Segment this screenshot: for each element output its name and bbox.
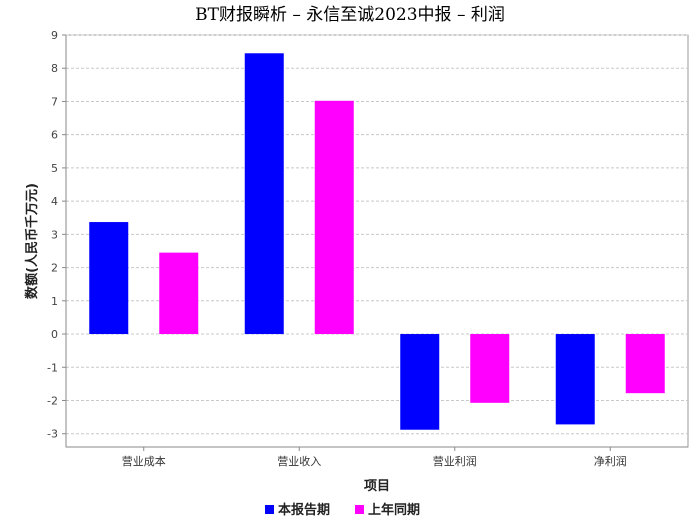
legend-label: 本报告期 (278, 502, 330, 518)
bar-prior-0 (159, 252, 199, 335)
bar-current-0 (89, 222, 129, 335)
legend: 本报告期 上年同期 (265, 502, 420, 518)
bars (89, 53, 665, 430)
x-tick-label: 净利润 (594, 454, 627, 468)
bar-current-3 (555, 334, 595, 425)
y-tick-label: 0 (51, 328, 58, 341)
y-tick-label: 5 (51, 162, 58, 175)
x-axis-label: 项目 (364, 479, 390, 494)
y-tick-label: 4 (51, 195, 58, 208)
x-axis-categories: 营业成本 营业收入 营业利润 净利润 (122, 447, 627, 468)
y-tick-label: 1 (51, 295, 58, 308)
y-tick-label: 3 (51, 228, 58, 241)
y-tick-label: 7 (51, 95, 58, 108)
bar-prior-1 (314, 100, 354, 335)
legend-swatch (265, 505, 274, 514)
chart-title: BT财报瞬析 – 永信至诚2023中报 – 利润 (195, 5, 505, 25)
y-tick-label: 6 (51, 129, 58, 142)
x-tick-label: 营业利润 (433, 454, 477, 468)
bar-prior-3 (625, 334, 665, 394)
bar-current-1 (244, 53, 284, 335)
legend-swatch (355, 505, 364, 514)
y-tick-label: 8 (51, 62, 58, 75)
gridlines (66, 34, 688, 435)
y-tick-label: -2 (47, 394, 58, 407)
y-tick-label: 9 (51, 29, 58, 42)
bar-prior-2 (470, 334, 510, 403)
legend-label: 上年同期 (368, 502, 420, 518)
y-tick-label: -1 (47, 361, 58, 374)
y-axis-label: 数额(人民币千万元) (24, 183, 40, 299)
x-tick-label: 营业成本 (122, 454, 166, 468)
bar-current-2 (400, 334, 440, 430)
y-axis-ticks: -3 -2 -1 0 1 2 3 4 5 6 7 8 9 (47, 29, 66, 441)
y-tick-label: -3 (47, 428, 58, 441)
x-tick-label: 营业收入 (277, 454, 321, 468)
y-tick-label: 2 (51, 262, 58, 275)
